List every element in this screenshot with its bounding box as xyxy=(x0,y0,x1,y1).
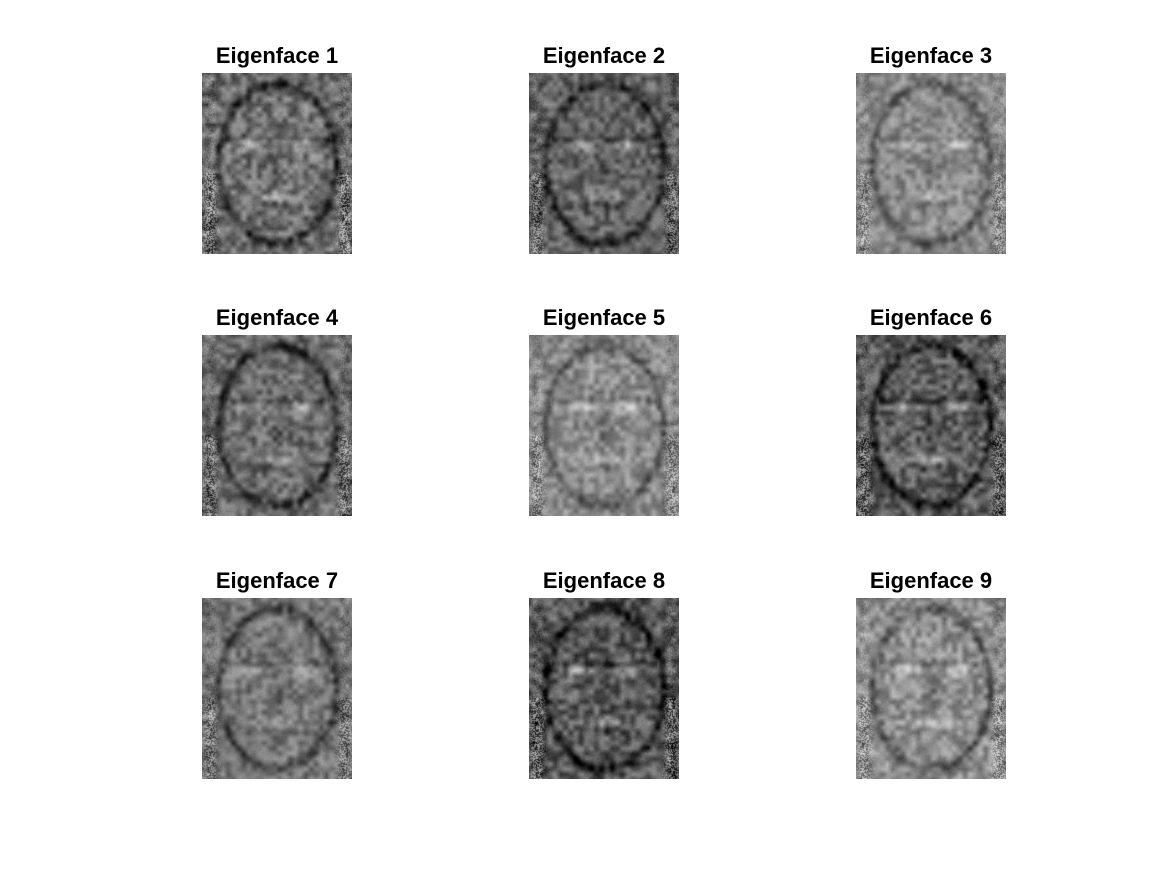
panel-title: Eigenface 2 xyxy=(542,43,666,68)
panel-title: Eigenface 4 xyxy=(215,305,339,330)
panel-title: Eigenface 9 xyxy=(869,568,993,593)
eigenface-image xyxy=(202,73,352,254)
panel-title: Eigenface 3 xyxy=(869,43,993,68)
panel-title: Eigenface 8 xyxy=(542,568,666,593)
panel-title: Eigenface 6 xyxy=(869,305,993,330)
eigenface-image xyxy=(529,335,679,516)
eigenface-image xyxy=(529,73,679,254)
eigenface-image xyxy=(856,335,1006,516)
panel-title: Eigenface 7 xyxy=(215,568,339,593)
eigenface-image xyxy=(856,73,1006,254)
panel-title: Eigenface 5 xyxy=(542,305,666,330)
eigenface-image xyxy=(202,335,352,516)
eigenface-image xyxy=(202,598,352,779)
eigenface-image xyxy=(529,598,679,779)
eigenface-image xyxy=(856,598,1006,779)
panel-title: Eigenface 1 xyxy=(215,43,339,68)
